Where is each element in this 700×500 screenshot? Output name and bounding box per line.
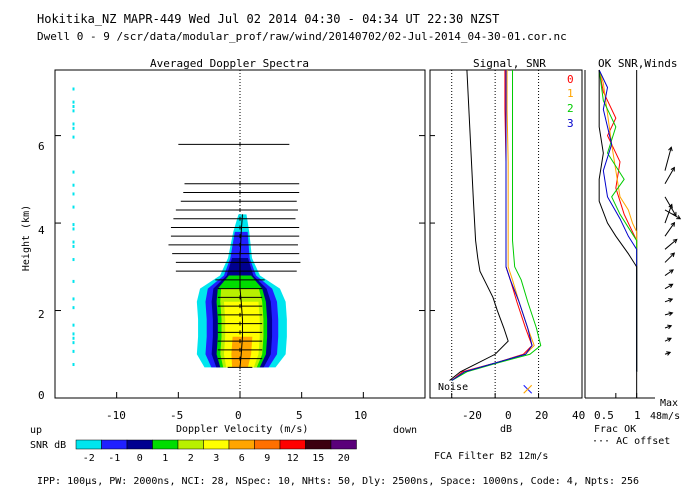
snr-legend-value: 6 [239,453,245,464]
snr-legend-value: 20 [338,453,350,464]
snr-legend-value: -2 [83,453,95,464]
dc-strip-marker [73,171,75,174]
dc-strip-marker [73,363,75,366]
dc-strip-marker [73,280,75,283]
wind-arrow [665,147,671,170]
wind-arrow [665,239,677,249]
snr-legend-swatch [306,440,332,449]
dc-strip-marker [73,341,75,344]
wind-arrow [665,253,674,262]
dc-strip-marker [73,241,75,244]
ok-series-3 [599,70,637,372]
snr-legend-swatch [280,440,306,449]
dc-strip-marker [73,192,75,195]
dc-strip-marker [73,122,75,125]
snr-legend-swatch [178,440,204,449]
dc-strip-marker [73,87,75,90]
dc-strip-marker [73,206,75,209]
snr-legend-swatch [102,440,128,449]
dc-strip-marker [73,306,75,309]
snr-legend-value: 0 [137,453,143,464]
dc-strip-marker [73,332,75,335]
snr-legend-value: 12 [287,453,299,464]
snr-legend-value: 1 [162,453,168,464]
snr-legend-swatch [255,440,281,449]
signal-series-1 [452,70,535,381]
dc-strip-marker [73,223,75,226]
dc-strip-marker [73,350,75,353]
snr-legend-value: 2 [188,453,194,464]
signal-series-noise [450,70,509,381]
dc-strip-marker [73,101,75,104]
dc-strip-marker [73,184,75,187]
wind-arrow [665,223,674,237]
dc-strip-marker [73,324,75,327]
dc-strip-marker [73,109,75,112]
signal-series-3 [452,70,532,381]
snr-legend-swatch [229,440,255,449]
dc-strip-marker [73,258,75,261]
snr-legend-swatch [76,440,102,449]
snr-legend-value: -1 [108,453,120,464]
dc-strip-marker [73,127,75,130]
signal-series-0 [452,70,532,381]
snr-legend-value: 9 [264,453,270,464]
snr-legend-swatch [331,440,357,449]
snr-legend-swatch [204,440,230,449]
dc-strip-marker [73,227,75,230]
snr-legend-value: 3 [213,453,219,464]
dc-strip-marker [73,337,75,340]
snr-legend-swatch [153,440,179,449]
snr-legend-swatch [127,440,153,449]
snr-legend-value: 15 [312,453,324,464]
dc-strip-marker [73,136,75,139]
dc-strip-marker [73,105,75,108]
wind-arrow [665,168,674,184]
dc-strip-marker [73,297,75,300]
dc-strip-marker [73,245,75,248]
